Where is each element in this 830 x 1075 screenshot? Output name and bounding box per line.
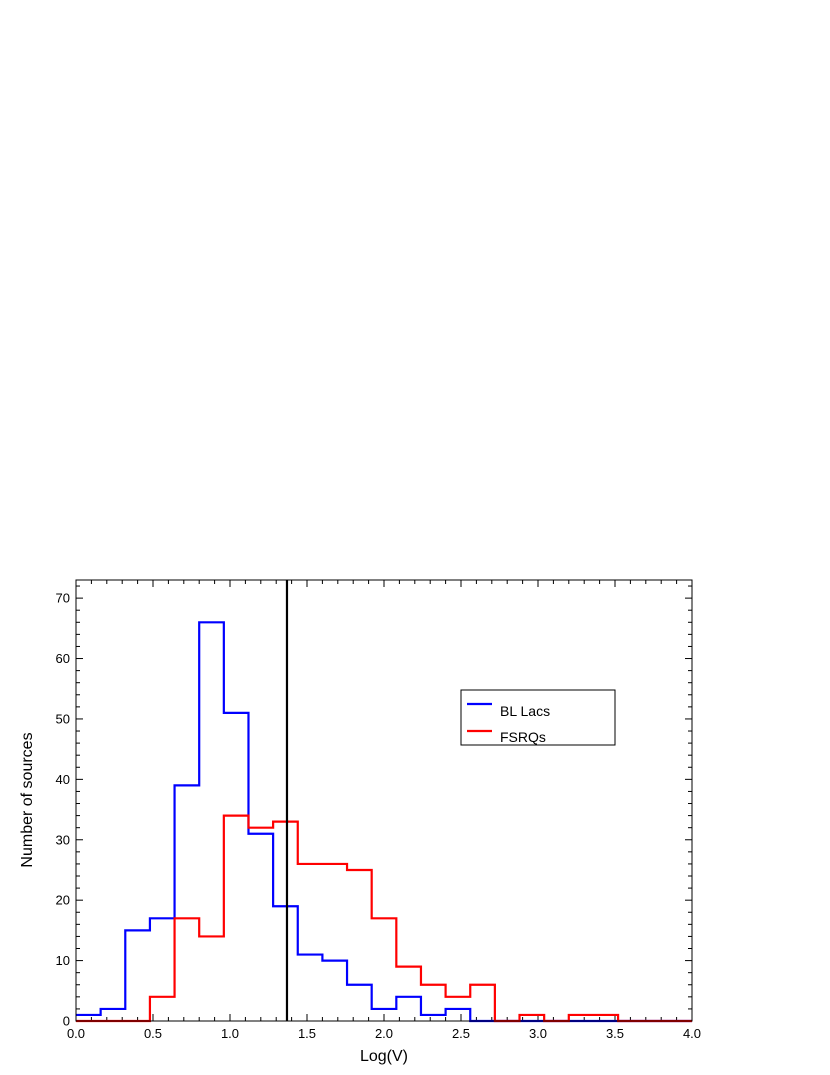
series-layer	[76, 621, 692, 1023]
x-tick-label: 1.0	[221, 1026, 239, 1041]
x-tick-label: 3.0	[529, 1026, 547, 1041]
plot-frame	[75, 579, 693, 1022]
y-tick-label: 40	[56, 772, 70, 787]
x-tick-label: 2.0	[375, 1026, 393, 1041]
y-tick-label: 30	[56, 832, 70, 847]
y-tick-label: 10	[56, 953, 70, 968]
tick-labels: 0.0 0.5 1.0 1.5 2.0 2.5 3.0 3.5 4.0 0 10 20 30 40 50 60…	[56, 591, 702, 1041]
x-tick-label: 0.5	[144, 1026, 162, 1041]
y-tick-label: 20	[56, 893, 70, 908]
y-tick-label: 50	[56, 711, 70, 726]
y-tick-label: 70	[56, 591, 70, 606]
x-tick-label: 4.0	[683, 1026, 701, 1041]
x-tick-label: 0.0	[67, 1026, 85, 1041]
y-axis-title: Number of sources	[19, 732, 36, 867]
y-tick-label: 0	[63, 1014, 70, 1029]
legend-box	[460, 689, 616, 746]
series-bl-lacs-step-line	[76, 621, 692, 1023]
x-tick-label: 2.5	[452, 1026, 470, 1041]
x-tick-label: 3.5	[606, 1026, 624, 1041]
legend-label-bl-lacs: BL Lacs	[500, 703, 550, 719]
legend-label-fsrqs: FSRQs	[500, 729, 546, 745]
x-tick-label: 1.5	[298, 1026, 316, 1041]
y-tick-label: 60	[56, 651, 70, 666]
x-axis-title: Log(V)	[360, 1048, 408, 1065]
legend: BL Lacs FSRQs	[460, 689, 616, 746]
axis-ticks	[75, 580, 693, 1022]
